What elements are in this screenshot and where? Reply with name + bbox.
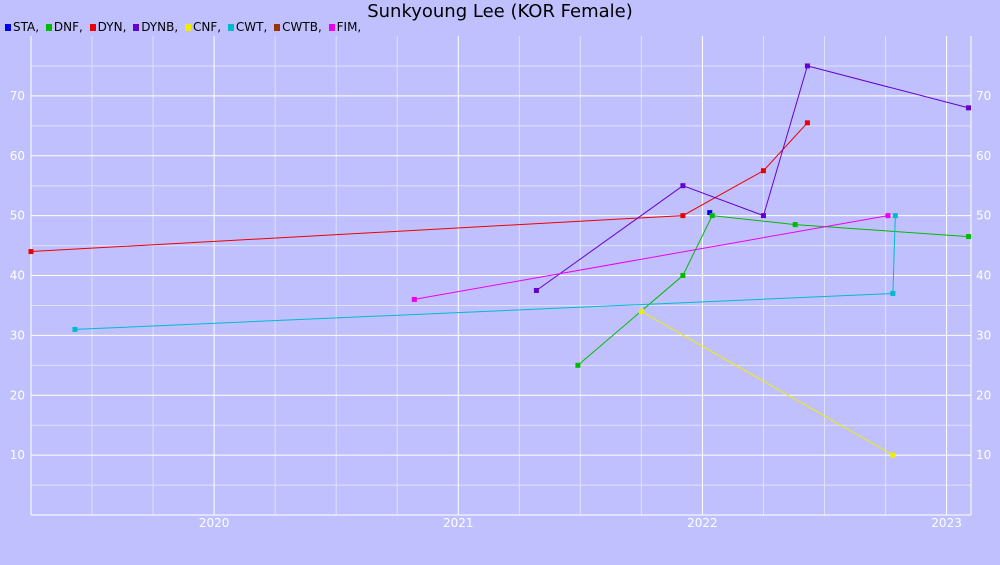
data-point-cnf [638,308,644,314]
y-tick-label-right: 20 [976,388,991,402]
data-point-dnf [709,213,715,219]
legend-swatch-cwtb [274,24,281,31]
data-point-dynb [804,63,810,69]
y-tick-label-left: 50 [10,209,25,223]
x-tick-label: 2023 [931,516,962,530]
data-point-dnf [792,222,798,228]
y-tick-label-right: 10 [976,448,991,462]
data-point-dynb [966,105,972,111]
y-tick-label-right: 50 [976,209,991,223]
legend-item-dnf: DNF, [45,20,83,34]
y-tick-label-right: 70 [976,89,991,103]
legend-swatch-cwt [227,24,234,31]
data-point-dyn [804,120,810,126]
x-tick-label: 2021 [443,516,474,530]
legend-swatch-dynb [133,24,140,31]
series-line-cwt [74,215,896,330]
data-point-cnf [890,452,896,458]
data-point-dyn [28,249,34,255]
legend-swatch-dyn [89,24,96,31]
data-point-cwt [72,326,78,332]
data-point-cwt [892,213,898,219]
y-tick-label-right: 40 [976,269,991,283]
series-line-dynb [536,65,969,291]
data-point-dnf [966,234,972,240]
y-tick-label-left: 40 [10,269,25,283]
chart-title: Sunkyoung Lee (KOR Female) [367,1,633,22]
legend-label-dyn: DYN [97,20,123,34]
y-tick-label-left: 10 [10,448,25,462]
data-point-dyn [760,168,766,174]
data-point-fim [885,213,891,219]
data-point-sta [707,210,713,216]
y-tick-label-left: 20 [10,388,25,402]
y-tick-label-right: 60 [976,149,991,163]
legend-item-cwt: CWT, [227,20,267,34]
legend-swatch-dnf [45,24,52,31]
legend-swatch-fim [328,24,335,31]
data-point-dnf [575,362,581,368]
legend-item-dynb: DYNB, [133,20,178,34]
series-line-dyn [30,122,808,252]
legend-label-fim: FIM [336,20,358,34]
legend-label-dnf: DNF [53,20,80,34]
data-point-dyn [680,213,686,219]
data-point-dynb [533,287,539,293]
series-line-dnf [577,215,969,366]
y-tick-label-left: 60 [10,149,25,163]
x-tick-label: 2022 [687,516,718,530]
data-point-fim [411,296,417,302]
y-tick-label-left: 70 [10,89,25,103]
y-tick-label-right: 30 [976,328,991,342]
legend-item-sta: STA, [5,20,39,34]
legend-label-cwtb: CWTB [282,20,318,34]
data-point-cwt [890,290,896,296]
legend-swatch-cnf [185,24,191,31]
series-line-cnf [641,310,894,456]
legend-label-sta: STA [13,20,36,34]
legend-swatch-sta [5,24,11,31]
legend-item-fim: FIM, [328,20,361,34]
legend-item-dyn: DYN, [89,20,126,34]
x-tick-label: 2020 [199,516,230,530]
legend-label-dynb: DYNB [141,20,175,34]
data-point-dynb [760,213,766,219]
legend-item-cnf: CNF, [185,20,221,34]
y-tick-label-left: 30 [10,328,25,342]
data-point-dynb [680,183,686,189]
legend: STA, DNF, DYN, DYNB, CNF, CWT, CWTB, FIM… [5,20,364,34]
legend-item-cwtb: CWTB, [274,20,322,34]
data-point-dnf [680,273,686,278]
legend-label-cwt: CWT [235,20,264,34]
series-line-fim [414,215,889,300]
legend-label-cnf: CNF [193,20,218,34]
